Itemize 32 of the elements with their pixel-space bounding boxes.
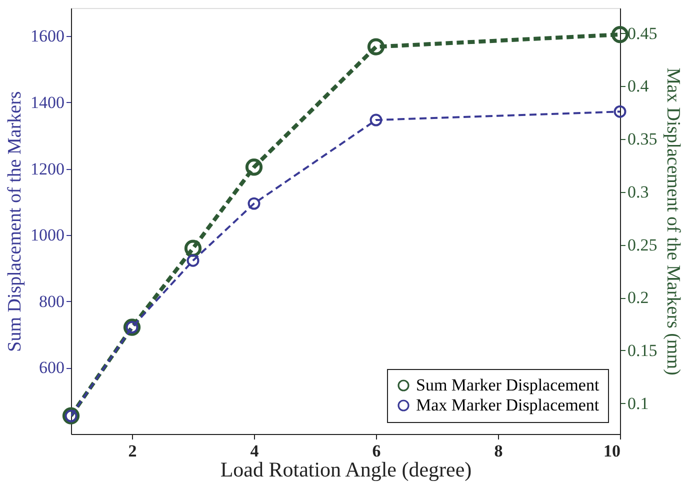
x-tick-label: 10 <box>604 442 620 460</box>
y-tick-label: 800 <box>39 292 64 311</box>
point <box>186 254 200 267</box>
y-axis-title: Sum Displacement of the Markers <box>4 91 26 352</box>
point <box>184 240 202 257</box>
y-tick-label: 1200 <box>30 159 64 178</box>
legend-label: Sum Marker Displacement <box>416 376 600 394</box>
y2-tick-label: 0.25 <box>628 235 658 254</box>
y-tick-label: 1000 <box>30 226 64 245</box>
y2-tick-label: 0.1 <box>628 394 649 413</box>
y-tick-label: 1400 <box>30 92 64 112</box>
x-tick-label: 6 <box>372 442 381 460</box>
y2-tick-label: 0.3 <box>628 182 649 202</box>
x-tick-label: 4 <box>250 442 260 460</box>
point <box>370 114 382 126</box>
point <box>367 38 385 56</box>
x-axis-title: Load Rotation Angle (degree) <box>220 458 472 482</box>
y2-tick-label: 0.4 <box>628 76 650 96</box>
point <box>611 26 629 44</box>
x-tick-label: 8 <box>494 442 503 460</box>
y2-tick-label: 0.2 <box>628 288 649 308</box>
point <box>248 197 260 210</box>
y2-axis-title: Max Displacement of the Markers (mm) <box>662 68 684 376</box>
point <box>614 105 626 118</box>
y2-tick-label: 0.35 <box>628 130 658 149</box>
point <box>245 158 263 176</box>
x-tick-label: 2 <box>128 442 137 460</box>
y2-tick-label: 0.45 <box>628 24 658 43</box>
y-tick-label: 600 <box>39 358 64 378</box>
legend-label: Max Marker Displacement <box>416 396 600 414</box>
y-tick-label: 1600 <box>30 26 64 46</box>
y2-tick-label: 0.15 <box>628 340 658 360</box>
